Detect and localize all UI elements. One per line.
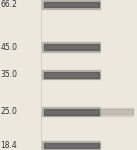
- Bar: [42, 70, 100, 79]
- Bar: [100, 108, 133, 116]
- Text: 45.0: 45.0: [1, 43, 18, 52]
- Bar: [44, 109, 99, 115]
- Bar: [42, 0, 100, 9]
- Bar: [44, 143, 99, 148]
- Bar: [44, 72, 99, 78]
- Bar: [44, 44, 99, 50]
- Text: 25.0: 25.0: [1, 107, 18, 116]
- Bar: [100, 110, 133, 114]
- Bar: [42, 141, 100, 150]
- Text: 66.2: 66.2: [1, 0, 18, 9]
- Text: 35.0: 35.0: [1, 70, 18, 79]
- Bar: [44, 2, 99, 7]
- Text: 18.4: 18.4: [1, 141, 17, 150]
- Bar: [42, 42, 100, 52]
- Bar: [42, 107, 100, 116]
